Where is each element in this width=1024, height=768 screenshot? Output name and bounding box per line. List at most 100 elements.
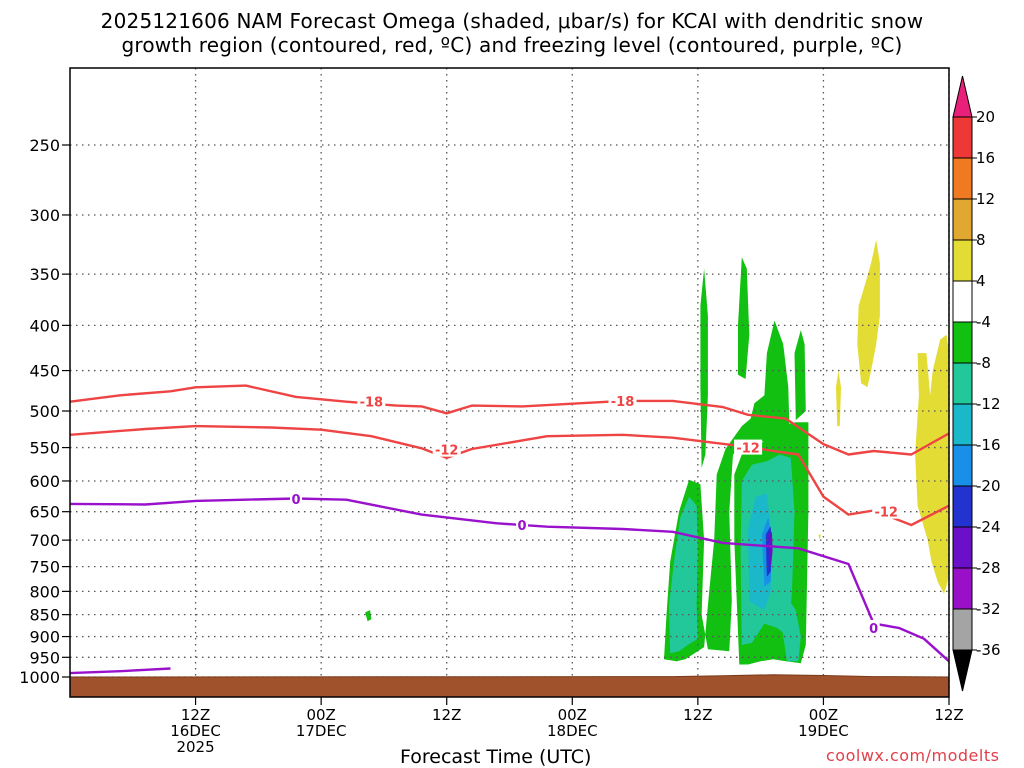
dgz-label-1-1: -12: [736, 442, 760, 457]
grid-lines: [70, 68, 950, 697]
y-tick-label-400: 400: [29, 316, 60, 335]
y-tick-label-450: 450: [29, 362, 60, 381]
colorbar-bin-12: [952, 608, 973, 651]
y-tick-label-1000: 1000: [19, 668, 60, 687]
x-tick-label-6-2: 2025: [176, 738, 214, 756]
dgz-contour-0: [70, 384, 949, 456]
contour-lines: 0 0 0 -18 -18 -12 -12 -12: [70, 384, 949, 675]
colorbar-label-11: -28: [976, 559, 1001, 577]
omega-region-12: [768, 531, 773, 567]
omega-region-2: [700, 268, 708, 468]
freezing-label-bg-0-0: [290, 491, 303, 507]
x-tick-label-66-0: 12Z: [934, 706, 963, 724]
freezing-label-0-1: 0: [518, 519, 527, 534]
dgz-label-0-0: -18: [360, 396, 384, 411]
colorbar-label-6: -8: [976, 354, 991, 372]
omega-region-16: [818, 534, 821, 541]
colorbar-bin-9: [952, 485, 973, 528]
dgz-label-bg-1-0: [432, 441, 461, 457]
freezing-contour-0: [70, 497, 949, 663]
colorbar-label-2: 12: [976, 190, 995, 208]
omega-region-15: [915, 334, 949, 594]
colorbar-bin-11: [952, 567, 973, 610]
colorbar-label-1: 16: [976, 149, 995, 167]
dgz-contour-1: [70, 424, 949, 527]
x-tick-label-26-0: 12Z: [432, 706, 461, 724]
colorbar-label-12: -32: [976, 600, 1001, 618]
terrain-surface: [70, 674, 949, 697]
y-tick-label-650: 650: [29, 503, 60, 522]
y-tick-label-850: 850: [29, 606, 60, 625]
plot-frame: [69, 67, 950, 698]
x-tick-label-46-0: 12Z: [683, 706, 712, 724]
colorbar-bin-2: [952, 198, 973, 241]
omega-region-5: [365, 610, 372, 622]
colorbar-label-8: -16: [976, 436, 1001, 454]
dgz-label-bg-0-1: [608, 392, 637, 408]
dgz-label-bg-1-2: [872, 503, 901, 519]
colorbar-label-3: 8: [976, 231, 986, 249]
dgz-label-0-1: -18: [611, 395, 635, 410]
y-tick-label-750: 750: [29, 558, 60, 577]
omega-region-6: [669, 496, 698, 654]
x-tick-label-36-0: 00Z: [558, 706, 587, 724]
freezing-label-0-2: 0: [869, 622, 878, 637]
x-tick-label-6-0: 12Z: [181, 706, 210, 724]
colorbar-bin-5: [952, 321, 973, 364]
omega-region-14: [836, 370, 841, 427]
y-tick-label-950: 950: [29, 648, 60, 667]
y-tick-label-300: 300: [29, 206, 60, 225]
y-tick-label-900: 900: [29, 628, 60, 647]
omega-shading: [365, 239, 949, 665]
colorbar-label-7: -12: [976, 395, 1001, 413]
y-tick-label-350: 350: [29, 265, 60, 284]
credit-link[interactable]: coolwx.com/modelts: [826, 746, 1000, 765]
dgz-label-1-2: -12: [874, 506, 898, 521]
colorbar-bin-4: [952, 280, 973, 323]
colorbar-bin-1: [952, 157, 973, 200]
y-axis-ticks: 250 300 350 400 450 500 550 600 650 700 750 800 850 9…: [19, 136, 70, 687]
y-tick-label-250: 250: [29, 136, 60, 155]
colorbar-over-arrow: [952, 75, 973, 118]
omega-region-3: [738, 257, 750, 379]
colorbar-label-0: 20: [976, 108, 995, 126]
colorbar-bin-8: [952, 444, 973, 487]
colorbar-label-4: 4: [976, 272, 986, 290]
colorbar-bin-10: [952, 526, 973, 569]
omega-region-4: [794, 330, 806, 421]
x-tick-label-16-1: 17DEC: [296, 722, 347, 740]
y-tick-label-600: 600: [29, 472, 60, 491]
colorbar-bin-7: [952, 403, 973, 446]
dgz-label-bg-1-1: [734, 439, 763, 455]
chart-title-line-2: growth region (contoured, red, ºC) and f…: [121, 33, 903, 57]
x-tick-label-56-0: 00Z: [809, 706, 838, 724]
freezing-label-bg-0-1: [516, 517, 529, 533]
colorbar-bin-6: [952, 362, 973, 405]
colorbar: 20 16 12 8 4 -4 -8 -12 -16 -20 -24 -28 -32 -36: [952, 75, 1001, 692]
x-tick-label-16-0: 00Z: [306, 706, 335, 724]
colorbar-bin-3: [952, 239, 973, 282]
colorbar-under-arrow: [952, 649, 973, 692]
x-tick-label-36-1: 18DEC: [547, 722, 598, 740]
dgz-label-bg-0-0: [357, 393, 386, 409]
colorbar-label-9: -20: [976, 477, 1001, 495]
y-tick-label-800: 800: [29, 582, 60, 601]
omega-region-8: [782, 600, 801, 662]
colorbar-label-10: -24: [976, 518, 1001, 536]
omega-region-13: [857, 239, 880, 388]
freezing-label-bg-0-2: [867, 619, 880, 635]
x-axis-title: Forecast Time (UTC): [400, 746, 592, 768]
y-tick-label-500: 500: [29, 402, 60, 421]
x-tick-label-56-1: 19DEC: [798, 722, 849, 740]
colorbar-bin-0: [952, 116, 973, 159]
colorbar-label-13: -36: [976, 641, 1001, 659]
freezing-contour-1: [70, 667, 171, 675]
y-tick-label-550: 550: [29, 439, 60, 458]
y-tick-label-700: 700: [29, 531, 60, 550]
chart-title-line-1: 2025121606 NAM Forecast Omega (shaded, μ…: [100, 9, 924, 33]
colorbar-label-5: -4: [976, 313, 991, 331]
freezing-label-0-0: 0: [292, 493, 301, 508]
terrain-fill: [70, 674, 949, 697]
